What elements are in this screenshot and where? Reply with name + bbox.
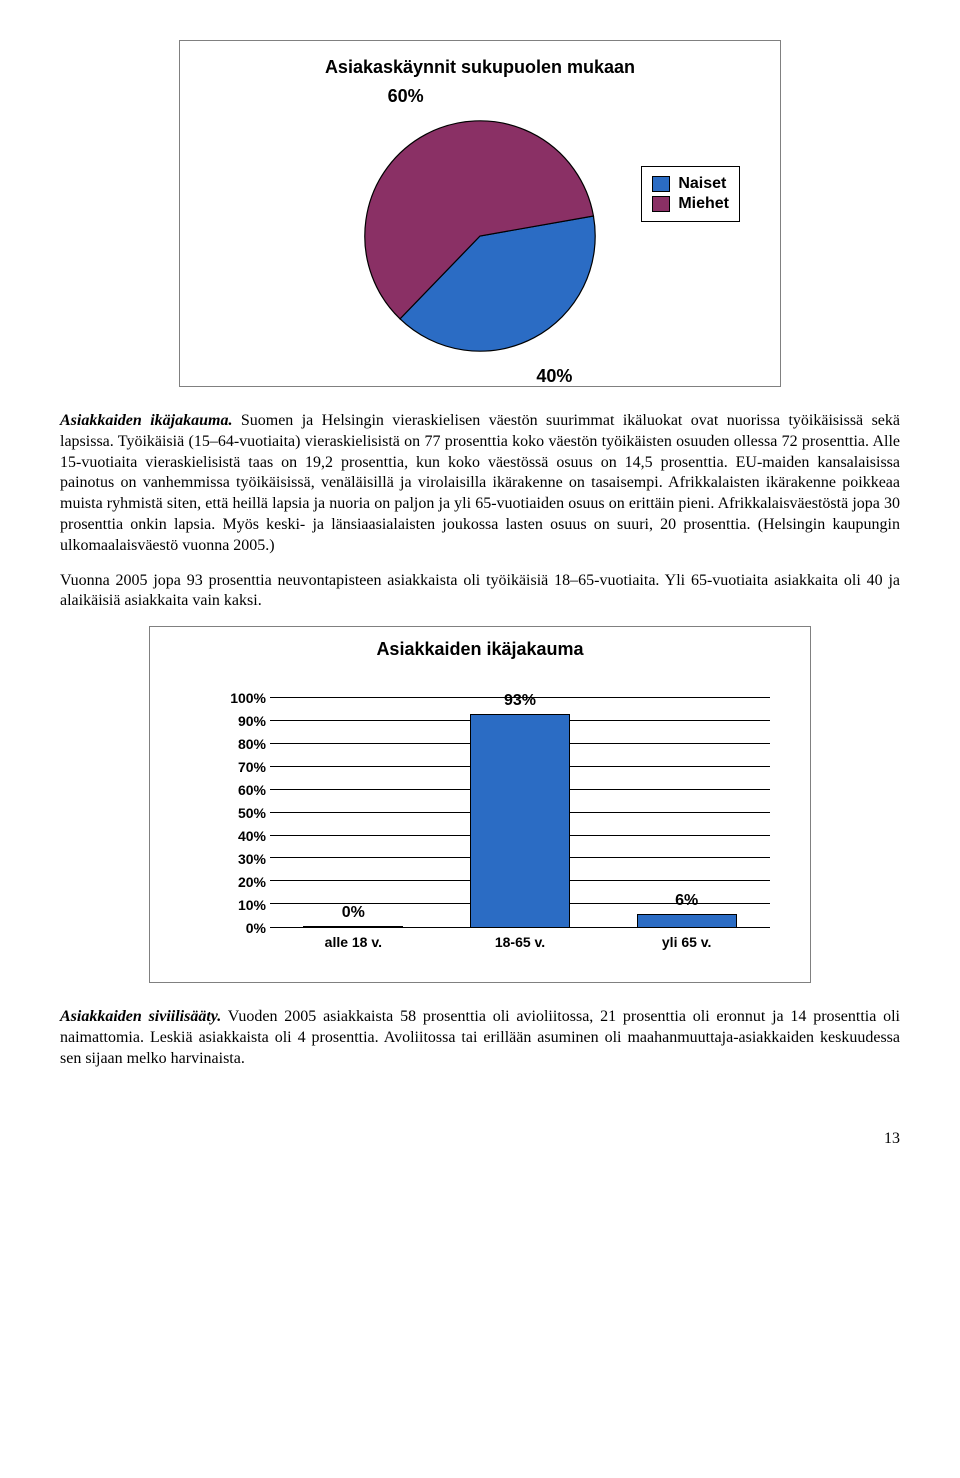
ytick-label: 50%: [216, 805, 266, 821]
bar-category-label: yli 65 v.: [603, 934, 770, 950]
ytick-label: 60%: [216, 782, 266, 798]
paragraph-siviilisaaty: Asiakkaiden siviilisääty. Vuoden 2005 as…: [60, 1007, 900, 1069]
bar-rect: [303, 926, 403, 928]
paragraph-siviilisaaty-lead: Asiakkaiden siviilisääty.: [60, 1008, 221, 1025]
bar-cell: 6%yli 65 v.: [603, 698, 770, 928]
ytick-label: 80%: [216, 736, 266, 752]
bar-value-label: 6%: [675, 892, 698, 910]
bar-rect: [470, 714, 570, 928]
legend-label-naiset: Naiset: [678, 175, 726, 193]
paragraph-ikajakauma-lead: Asiakkaiden ikäjakauma.: [60, 412, 232, 429]
paragraph-vuonna-2005: Vuonna 2005 jopa 93 prosenttia neuvontap…: [60, 571, 900, 613]
pie-svg: [360, 116, 600, 356]
bars-row: 0%alle 18 v.93%18-65 v.6%yli 65 v.: [270, 698, 770, 928]
bar-chart-frame: Asiakkaiden ikäjakauma 0%alle 18 v.93%18…: [149, 626, 811, 983]
bar-category-label: alle 18 v.: [270, 934, 437, 950]
bar-category-label: 18-65 v.: [437, 934, 604, 950]
legend-label-miehet: Miehet: [678, 195, 729, 213]
bar-cell: 93%18-65 v.: [437, 698, 604, 928]
legend-row-naiset: Naiset: [652, 175, 729, 193]
pie-wrap: 40% 60%: [360, 116, 600, 356]
ytick-label: 100%: [216, 690, 266, 706]
pie-chart-frame: Asiakaskäynnit sukupuolen mukaan 40% 60%…: [179, 40, 781, 387]
pie-chart-area: 40% 60% Naiset Miehet: [200, 106, 760, 366]
ytick-label: 90%: [216, 713, 266, 729]
pie-slice-label-naiset: 40%: [536, 366, 572, 387]
legend-row-miehet: Miehet: [652, 195, 729, 213]
bar-chart-title: Asiakkaiden ikäjakauma: [170, 639, 790, 660]
bar-cell: 0%alle 18 v.: [270, 698, 437, 928]
bar-rect: [637, 914, 737, 928]
ytick-label: 20%: [216, 874, 266, 890]
ytick-label: 40%: [216, 828, 266, 844]
ytick-label: 30%: [216, 851, 266, 867]
paragraph-ikajakauma-body: Suomen ja Helsingin vieraskielisen väest…: [60, 412, 900, 554]
ytick-label: 0%: [216, 920, 266, 936]
legend-swatch-miehet: [652, 196, 670, 212]
pie-chart-title: Asiakaskäynnit sukupuolen mukaan: [200, 57, 760, 78]
bar-value-label: 93%: [504, 692, 536, 710]
pie-legend: Naiset Miehet: [641, 166, 740, 222]
paragraph-ikajakauma: Asiakkaiden ikäjakauma. Suomen ja Helsin…: [60, 411, 900, 557]
ytick-label: 10%: [216, 897, 266, 913]
bar-chart-plot: 0%alle 18 v.93%18-65 v.6%yli 65 v. 0%10%…: [230, 688, 770, 958]
legend-swatch-naiset: [652, 176, 670, 192]
ytick-label: 70%: [216, 759, 266, 775]
pie-slice-label-miehet: 60%: [388, 86, 424, 107]
page-number: 13: [60, 1130, 900, 1148]
bar-value-label: 0%: [342, 904, 365, 922]
